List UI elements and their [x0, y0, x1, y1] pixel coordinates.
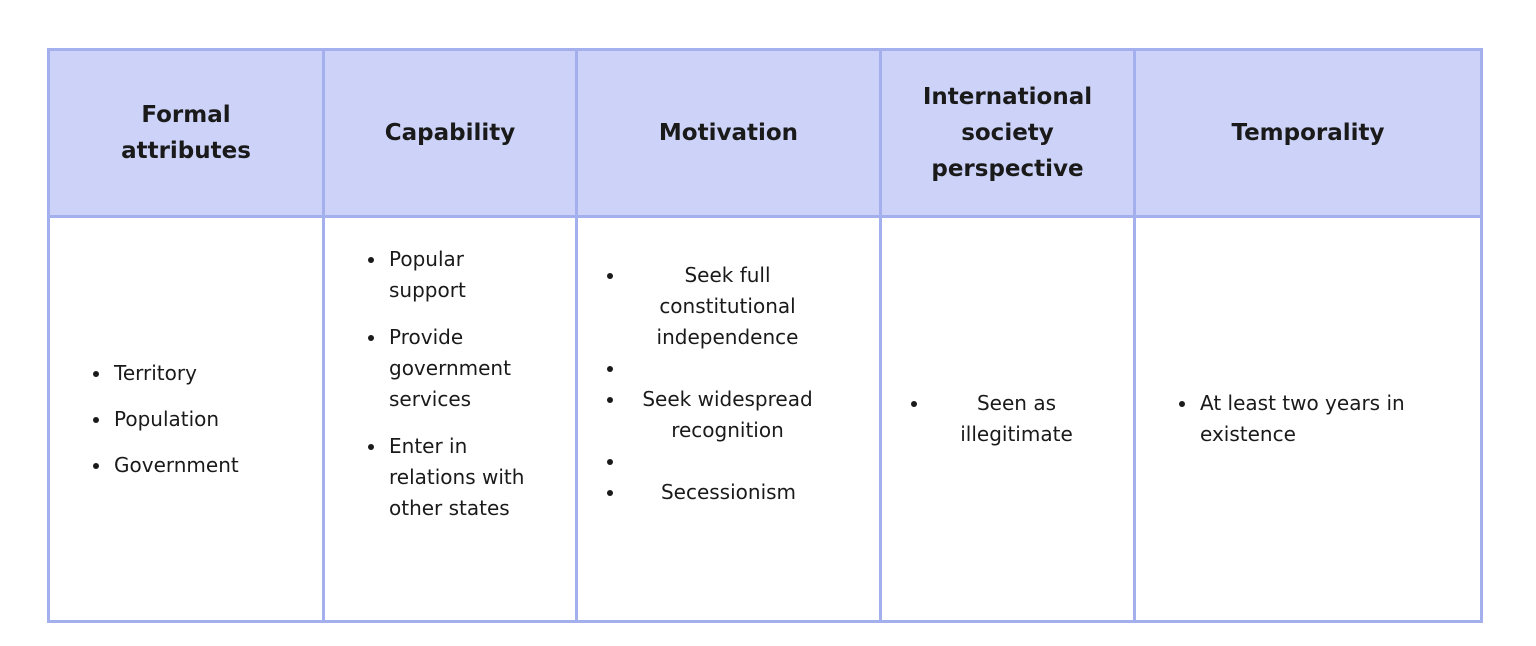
list-item: At least two years in existence: [1198, 388, 1420, 450]
header-motivation: Motivation: [575, 48, 882, 218]
list-item: [626, 446, 829, 477]
body-row: Territory Population Government Popular …: [47, 215, 1483, 623]
cell-formal-attributes: Territory Population Government: [47, 215, 325, 623]
list-item: Population: [112, 404, 322, 435]
cell-motivation: Seek full constitutional independence Se…: [575, 215, 882, 623]
list-item: Seek widespread recognition: [626, 384, 829, 446]
header-formal-attributes: Formal attributes: [47, 48, 325, 218]
list-item: Seek full constitutional independence: [626, 260, 829, 353]
header-row: Formal attributes Capability Motivation …: [47, 48, 1483, 218]
list-item: [626, 353, 829, 384]
header-international-society: International society perspective: [879, 48, 1136, 218]
header-temporality: Temporality: [1133, 48, 1483, 218]
statehood-table: Formal attributes Capability Motivation …: [47, 48, 1483, 623]
list-item: Seen as illegitimate: [930, 388, 1103, 450]
list-item: Secessionism: [626, 477, 829, 508]
header-capability: Capability: [322, 48, 578, 218]
cell-capability: Popular support Provide government servi…: [322, 215, 578, 623]
list-item: Provide government services: [387, 322, 575, 415]
list-item: Government: [112, 450, 322, 481]
list-item: Popular support: [387, 244, 575, 306]
cell-international-society: Seen as illegitimate: [879, 215, 1136, 623]
list-item: Territory: [112, 358, 322, 389]
list-item: Enter in relations with other states: [387, 431, 575, 524]
cell-temporality: At least two years in existence: [1133, 215, 1483, 623]
